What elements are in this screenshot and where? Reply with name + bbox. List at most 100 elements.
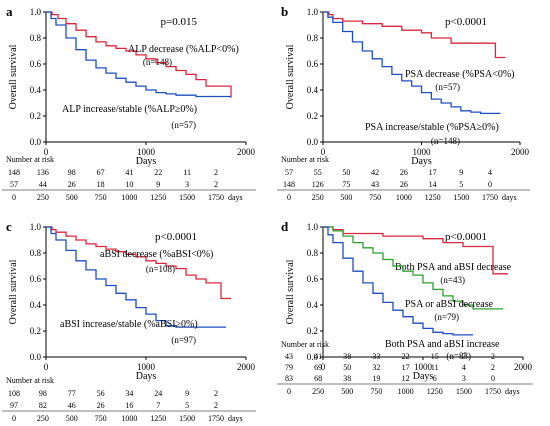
series-line-0: [323, 11, 506, 59]
risk-count: 34: [125, 389, 133, 398]
series-line-1: [46, 226, 226, 328]
panel-b: b 0.0 0.2 0.4 0.6 0.8 1.0 0 1000 2000 Overall surv…: [277, 4, 530, 202]
risk-count: 38: [343, 374, 351, 383]
risk-time: 250: [312, 387, 324, 396]
risk-table-header: Number at risk: [281, 340, 329, 349]
risk-count: 57: [285, 168, 293, 177]
risk-count: 0: [488, 180, 492, 189]
risk-count: 18: [97, 180, 105, 189]
series-label-1: PSA increase/stable (%PSA≥0%): [365, 122, 499, 133]
risk-count: 2: [214, 401, 218, 410]
risk-count: 7: [462, 352, 466, 361]
risk-count: 68: [314, 374, 322, 383]
risk-table-header: Number at risk: [281, 155, 329, 164]
risk-count: 11: [431, 363, 439, 372]
risk-time: 1500: [453, 193, 469, 202]
series-label-1: aBSI increase/stable (%aBSI≥0%): [60, 319, 198, 330]
y-tick-label: 0.6: [307, 274, 319, 284]
risk-time: 1500: [179, 193, 195, 202]
series-line-0: [46, 226, 231, 300]
x-axis-label: Days: [136, 371, 157, 382]
series-n-0: (n=43): [440, 275, 465, 285]
x-tick-label: 1000: [137, 362, 156, 372]
y-tick-label: 0.0: [307, 137, 319, 147]
p-value: p<0.0001: [445, 231, 487, 243]
risk-time: 1250: [427, 387, 443, 396]
y-tick-label: 0.0: [307, 352, 319, 362]
risk-time: 250: [312, 193, 324, 202]
series-line-1: [323, 226, 503, 310]
x-tick-label: 2000: [511, 147, 530, 157]
x-tick-label: 1000: [137, 147, 156, 157]
y-tick-label: 0.0: [30, 137, 42, 147]
risk-time: 500: [66, 193, 78, 202]
risk-count: 98: [39, 389, 47, 398]
series-label-0: aBSI decrease (%aBSI<0%): [100, 249, 213, 260]
y-tick-label: 0.2: [307, 111, 318, 121]
series-label-2: Both PSA and aBSI increase: [385, 339, 500, 350]
x-axis-label: Days: [411, 156, 432, 167]
risk-time: 750: [95, 193, 107, 202]
risk-count: 3: [462, 374, 466, 383]
series-n-1: (n=79): [434, 312, 459, 322]
risk-count: 9: [459, 168, 463, 177]
risk-count: 16: [125, 401, 133, 410]
risk-count: 50: [343, 363, 351, 372]
series-label-1: PSA or aBSI decrease: [405, 299, 494, 310]
risk-count: 2: [491, 352, 495, 361]
risk-time-unit: days: [228, 193, 243, 202]
risk-count: 148: [8, 168, 20, 177]
risk-count: 26: [400, 180, 408, 189]
series-n-0: (n=57): [435, 82, 460, 92]
risk-count: 108: [8, 389, 20, 398]
series-n-1: (n=148): [431, 136, 460, 146]
risk-count: 32: [372, 363, 380, 372]
y-tick-label: 0.8: [307, 248, 319, 258]
risk-time: 1250: [425, 193, 441, 202]
risk-count: 56: [97, 389, 105, 398]
risk-count: 43: [371, 180, 379, 189]
risk-time: 0: [287, 193, 291, 202]
x-tick-label: 0: [321, 362, 326, 372]
y-tick-label: 1.0: [30, 222, 42, 232]
risk-count: 33: [372, 352, 380, 361]
risk-time: 1250: [150, 193, 166, 202]
y-tick-label: 0.6: [30, 59, 42, 69]
risk-table-header: Number at risk: [6, 155, 54, 164]
risk-count: 4: [488, 168, 492, 177]
risk-count: 69: [314, 363, 322, 372]
risk-count: 126: [312, 180, 324, 189]
risk-time: 750: [95, 414, 107, 423]
risk-count: 26: [97, 401, 105, 410]
risk-count: 82: [39, 401, 47, 410]
risk-time: 0: [287, 387, 291, 396]
risk-time: 1750: [482, 193, 498, 202]
x-tick-label: 0: [44, 362, 49, 372]
risk-count: 46: [68, 401, 76, 410]
risk-time: 1500: [456, 387, 472, 396]
x-axis-label: Days: [136, 156, 157, 167]
risk-time: 1500: [179, 414, 195, 423]
y-tick-label: 0.2: [307, 326, 318, 336]
risk-count: 2: [214, 180, 218, 189]
y-axis-label: Overall survival: [8, 44, 19, 109]
risk-table-header: Number at risk: [6, 376, 54, 385]
risk-count: 41: [314, 352, 322, 361]
panel-a: a 0.0 0.2 0.4 0.6 0.8 1.0 0 1000 2000 Overall surv…: [2, 4, 256, 202]
risk-count: 83: [285, 374, 293, 383]
risk-count: 41: [125, 168, 133, 177]
risk-count: 7: [156, 401, 160, 410]
p-value: p=0.015: [161, 16, 198, 28]
x-tick-label: 0: [44, 147, 49, 157]
series-line-1: [46, 11, 231, 98]
y-tick-label: 0.4: [307, 300, 319, 310]
series-line-2: [323, 226, 473, 336]
y-axis-label: Overall survival: [285, 44, 296, 109]
risk-count: 9: [185, 389, 189, 398]
risk-count: 5: [459, 180, 463, 189]
risk-count: 97: [10, 401, 18, 410]
x-tick-label: 2000: [237, 362, 256, 372]
risk-count: 0: [491, 374, 495, 383]
risk-count: 55: [314, 168, 322, 177]
y-tick-label: 0.6: [307, 59, 319, 69]
